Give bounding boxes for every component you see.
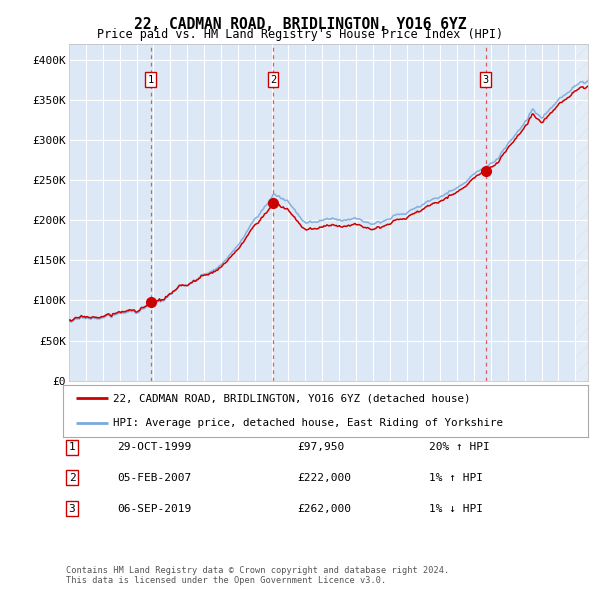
- Text: 2: 2: [68, 473, 76, 483]
- Text: 3: 3: [482, 74, 488, 84]
- Text: 2: 2: [270, 74, 276, 84]
- Text: 1: 1: [148, 74, 154, 84]
- Text: 29-OCT-1999: 29-OCT-1999: [117, 442, 191, 452]
- Text: 1% ↓ HPI: 1% ↓ HPI: [429, 504, 483, 513]
- Text: 05-FEB-2007: 05-FEB-2007: [117, 473, 191, 483]
- Text: 22, CADMAN ROAD, BRIDLINGTON, YO16 6YZ: 22, CADMAN ROAD, BRIDLINGTON, YO16 6YZ: [134, 17, 466, 31]
- Text: 3: 3: [68, 504, 76, 513]
- Text: £262,000: £262,000: [297, 504, 351, 513]
- Text: Contains HM Land Registry data © Crown copyright and database right 2024.
This d: Contains HM Land Registry data © Crown c…: [66, 566, 449, 585]
- Text: £222,000: £222,000: [297, 473, 351, 483]
- Text: 1% ↑ HPI: 1% ↑ HPI: [429, 473, 483, 483]
- Text: HPI: Average price, detached house, East Riding of Yorkshire: HPI: Average price, detached house, East…: [113, 418, 503, 428]
- Text: Price paid vs. HM Land Registry's House Price Index (HPI): Price paid vs. HM Land Registry's House …: [97, 28, 503, 41]
- Text: £97,950: £97,950: [297, 442, 344, 452]
- Text: 1: 1: [68, 442, 76, 452]
- Text: 20% ↑ HPI: 20% ↑ HPI: [429, 442, 490, 452]
- Text: 06-SEP-2019: 06-SEP-2019: [117, 504, 191, 513]
- Text: 22, CADMAN ROAD, BRIDLINGTON, YO16 6YZ (detached house): 22, CADMAN ROAD, BRIDLINGTON, YO16 6YZ (…: [113, 393, 470, 403]
